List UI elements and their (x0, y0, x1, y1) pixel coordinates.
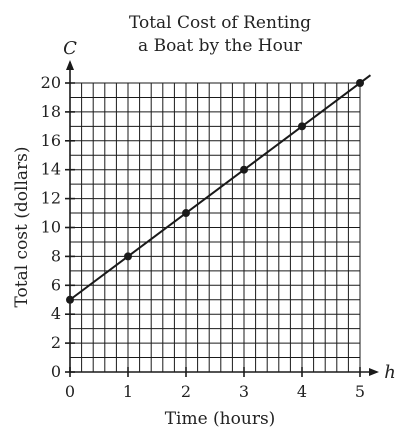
x-tick-label: 5 (355, 382, 365, 401)
y-variable-label: C (63, 38, 77, 59)
series (66, 74, 372, 304)
x-tick-label: 2 (181, 382, 191, 401)
x-tick-label: 1 (123, 382, 133, 401)
y-tick-label: 20 (41, 73, 61, 92)
data-point (356, 79, 364, 87)
x-axis-title: Time (hours) (165, 409, 276, 429)
x-tick-label: 0 (65, 382, 75, 401)
y-tick-label: 6 (51, 275, 61, 294)
data-point (66, 295, 74, 304)
y-tick-label: 4 (51, 304, 61, 323)
chart-title-line-2: a Boat by the Hour (138, 36, 303, 56)
x-tick-label: 3 (239, 382, 249, 401)
y-tick-label: 8 (51, 246, 61, 265)
y-tick-label: 12 (41, 189, 61, 208)
data-point (298, 122, 306, 131)
data-point (182, 209, 190, 218)
y-tick-label: 10 (41, 218, 61, 237)
y-tick-label: 18 (41, 102, 61, 121)
grid (69, 82, 361, 373)
series-line (69, 74, 372, 301)
x-axis-arrow (369, 368, 379, 376)
y-tick-label: 2 (51, 333, 61, 352)
y-tick-label: 16 (41, 131, 61, 150)
axes (65, 60, 379, 377)
y-tick-label: 0 (51, 362, 61, 381)
y-tick-label: 14 (41, 160, 61, 179)
data-point (124, 252, 132, 261)
x-tick-label: 4 (297, 382, 307, 401)
x-variable-label: h (384, 362, 396, 383)
chart-title-line-1: Total Cost of Renting (129, 13, 311, 33)
y-axis-title: Total cost (dollars) (12, 146, 32, 307)
data-point (240, 165, 248, 174)
y-axis-arrow (66, 60, 74, 70)
